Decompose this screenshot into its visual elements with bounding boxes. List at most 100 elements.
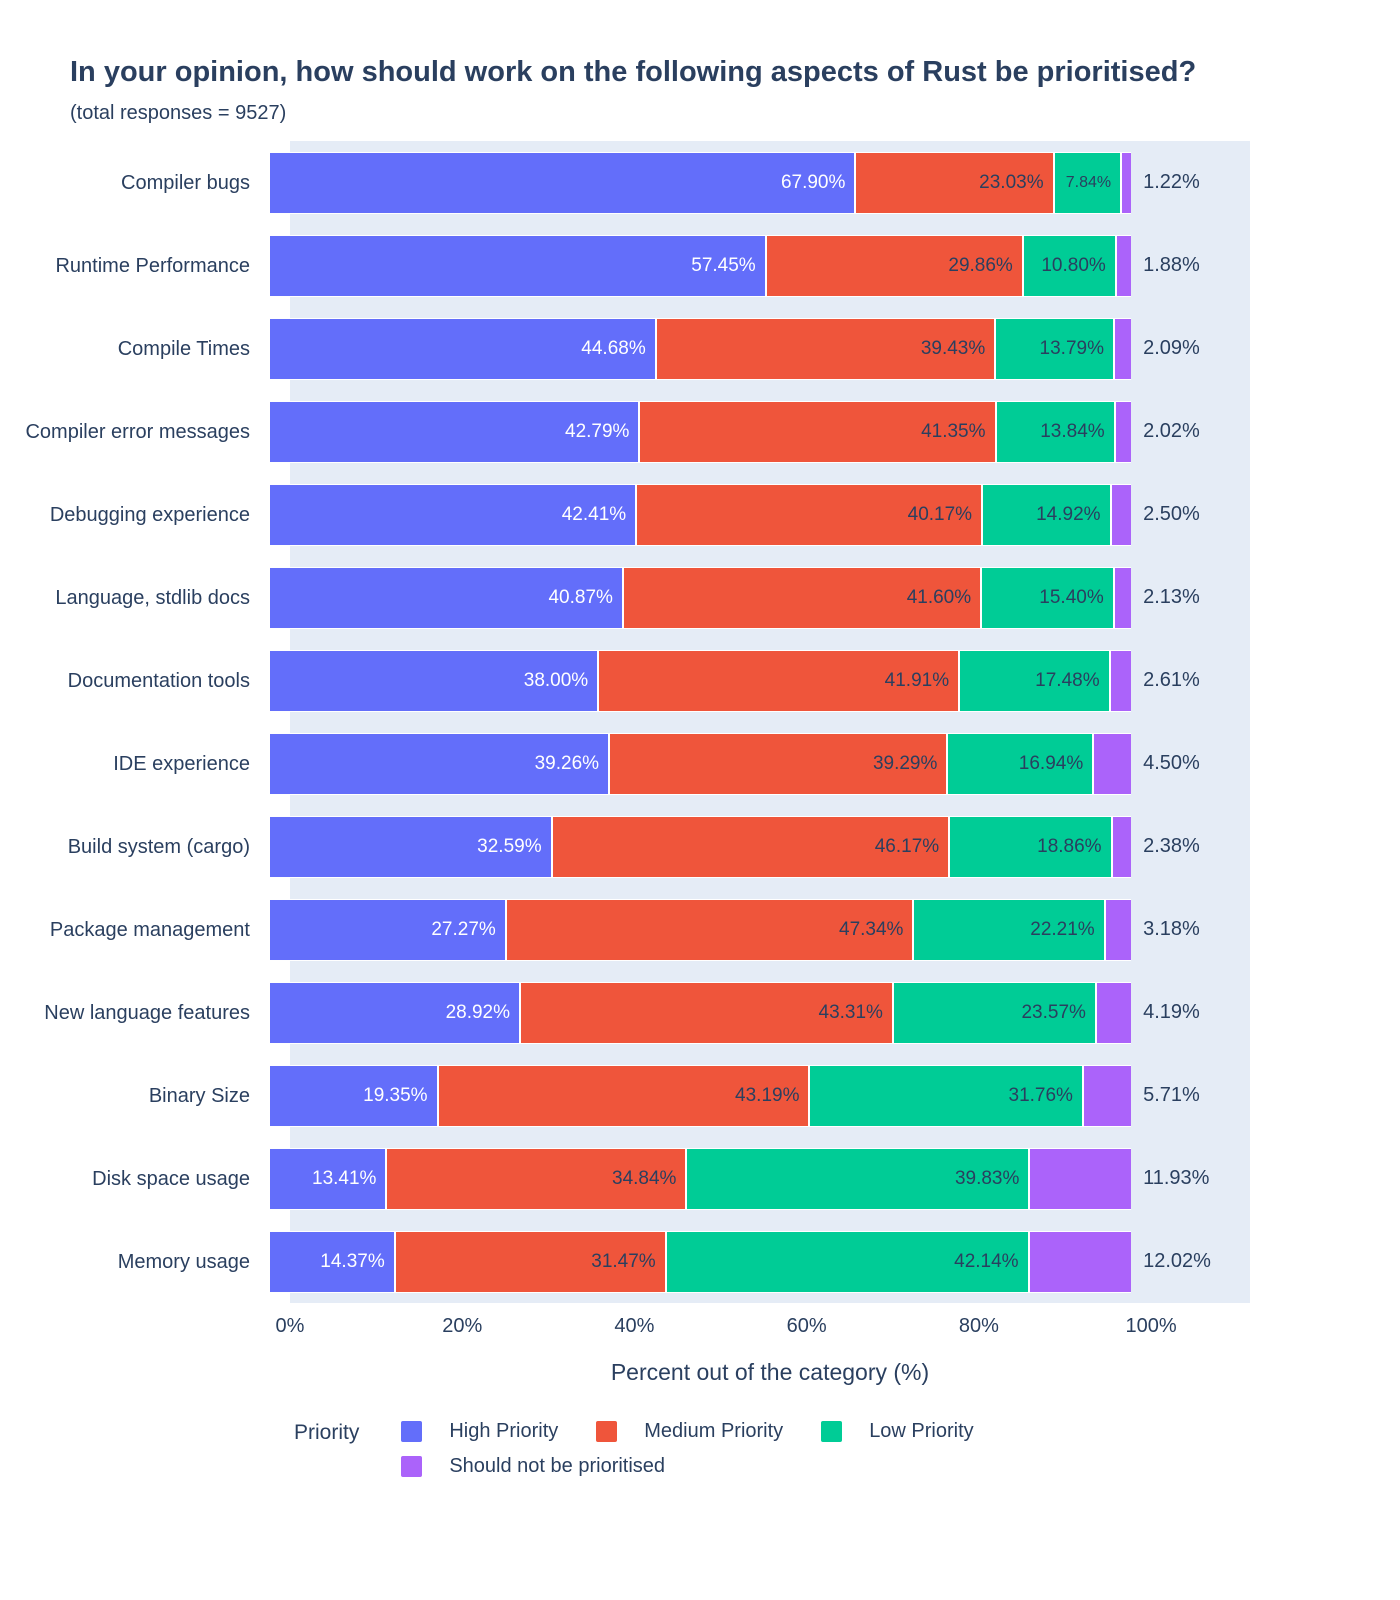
outside-value-label: 2.38% xyxy=(1143,835,1200,858)
outside-value-label: 11.93% xyxy=(1143,1167,1210,1190)
bar-segment-low-priority[interactable]: 15.40% xyxy=(980,567,1113,628)
stacked-bar: 27.27% 47.34% 22.21% xyxy=(270,898,1132,961)
bar-segment-low-priority[interactable]: 17.48% xyxy=(958,650,1109,711)
bar-segment-medium-priority[interactable]: 41.60% xyxy=(621,567,981,628)
bar-segment-high-priority[interactable]: 42.79% xyxy=(270,401,639,462)
legend-row: Should not be prioritised xyxy=(401,1455,973,1478)
bar-segment-medium-priority[interactable]: 39.29% xyxy=(608,733,947,794)
bar-segment-medium-priority[interactable]: 23.03% xyxy=(854,152,1053,213)
outside-value-label: 3.18% xyxy=(1143,918,1200,941)
bar-track: 28.92% 43.31% 23.57% 4.19% xyxy=(270,981,1230,1044)
segment-value-label: 23.03% xyxy=(979,171,1044,193)
bar-segment-medium-priority[interactable]: 43.19% xyxy=(436,1065,809,1126)
bar-segment-low-priority[interactable]: 13.84% xyxy=(994,401,1114,462)
segment-value-label: 17.48% xyxy=(1035,669,1100,691)
segment-value-label: 42.14% xyxy=(954,1250,1019,1272)
bar-segment-should-not-be-prioritised[interactable] xyxy=(1109,484,1132,545)
bar-row: Binary Size 19.35% 43.19% 31.76% 5.71% xyxy=(0,1054,1400,1137)
bar-track: 13.41% 34.84% 39.83% 11.93% xyxy=(270,1147,1230,1210)
x-tick-label: 40% xyxy=(614,1315,655,1338)
segment-value-label: 14.92% xyxy=(1036,503,1101,525)
bar-segment-medium-priority[interactable]: 39.43% xyxy=(654,318,995,379)
segment-value-label: 28.92% xyxy=(445,1001,511,1023)
segment-value-label: 10.80% xyxy=(1041,254,1106,276)
bar-segment-low-priority[interactable]: 42.14% xyxy=(664,1231,1028,1292)
bar-segment-should-not-be-prioritised[interactable] xyxy=(1108,650,1132,711)
stacked-bar: 32.59% 46.17% 18.86% xyxy=(270,815,1132,878)
bar-segment-low-priority[interactable]: 13.79% xyxy=(994,318,1113,379)
bar-segment-medium-priority[interactable]: 46.17% xyxy=(550,816,949,877)
bar-segment-medium-priority[interactable]: 40.17% xyxy=(635,484,982,545)
bar-segment-should-not-be-prioritised[interactable] xyxy=(1081,1065,1132,1126)
stacked-bar: 28.92% 43.31% 23.57% xyxy=(270,981,1132,1044)
legend-item-high-priority[interactable]: High Priority xyxy=(401,1420,558,1443)
bar-segment-low-priority[interactable]: 10.80% xyxy=(1021,235,1115,296)
bar-segment-medium-priority[interactable]: 43.31% xyxy=(519,982,892,1043)
bar-track: 57.45% 29.86% 10.80% 1.88% xyxy=(270,234,1230,297)
segment-value-label: 41.60% xyxy=(906,586,972,608)
bar-segment-should-not-be-prioritised[interactable] xyxy=(1114,235,1131,296)
segment-value-label: 39.26% xyxy=(534,752,600,774)
segment-value-label: 34.84% xyxy=(612,1167,677,1189)
outside-value-label: 4.50% xyxy=(1143,752,1200,775)
segment-value-label: 41.35% xyxy=(921,420,986,442)
bar-segment-low-priority[interactable]: 14.92% xyxy=(981,484,1110,545)
stacked-bar: 19.35% 43.19% 31.76% xyxy=(270,1064,1132,1127)
bar-segment-medium-priority[interactable]: 47.34% xyxy=(504,899,913,960)
segment-value-label: 46.17% xyxy=(874,835,940,857)
bar-segment-low-priority[interactable]: 18.86% xyxy=(948,816,1111,877)
bar-segment-high-priority[interactable]: 14.37% xyxy=(270,1231,394,1292)
bar-segment-should-not-be-prioritised[interactable] xyxy=(1092,733,1131,794)
bar-segment-should-not-be-prioritised[interactable] xyxy=(1103,899,1132,960)
bar-segment-medium-priority[interactable]: 29.86% xyxy=(764,235,1022,296)
legend-swatch-high-priority xyxy=(401,1421,423,1443)
segment-value-label: 39.83% xyxy=(954,1167,1020,1189)
bar-row: Language, stdlib docs 40.87% 41.60% 15.40% 2… xyxy=(0,556,1400,639)
bar-row: Compiler bugs 67.90% 23.03% 7.84% 1.22% xyxy=(0,141,1400,224)
bar-segment-high-priority[interactable]: 19.35% xyxy=(270,1065,437,1126)
segment-value-label: 15.40% xyxy=(1039,586,1104,608)
bar-segment-should-not-be-prioritised[interactable] xyxy=(1110,816,1132,877)
bar-segment-should-not-be-prioritised[interactable] xyxy=(1113,401,1132,462)
bar-segment-should-not-be-prioritised[interactable] xyxy=(1094,982,1131,1043)
bar-segment-medium-priority[interactable]: 31.47% xyxy=(393,1231,665,1292)
bar-segment-high-priority[interactable]: 27.27% xyxy=(270,899,505,960)
bar-segment-high-priority[interactable]: 44.68% xyxy=(270,318,655,379)
bar-segment-high-priority[interactable]: 57.45% xyxy=(270,235,765,296)
bar-segment-high-priority[interactable]: 28.92% xyxy=(270,982,520,1043)
outside-value-label: 5.71% xyxy=(1143,1084,1200,1107)
segment-value-label: 13.79% xyxy=(1039,337,1104,359)
bar-segment-high-priority[interactable]: 32.59% xyxy=(270,816,551,877)
bar-segment-low-priority[interactable]: 39.83% xyxy=(685,1148,1029,1209)
bar-segment-should-not-be-prioritised[interactable] xyxy=(1120,152,1132,213)
bar-segment-low-priority[interactable]: 22.21% xyxy=(912,899,1104,960)
bar-segment-low-priority[interactable]: 31.76% xyxy=(808,1065,1082,1126)
bar-segment-high-priority[interactable]: 39.26% xyxy=(270,733,609,794)
bar-track: 42.41% 40.17% 14.92% 2.50% xyxy=(270,483,1230,546)
legend-item-label: Medium Priority xyxy=(644,1420,784,1443)
bar-segment-medium-priority[interactable]: 34.84% xyxy=(385,1148,686,1209)
bar-segment-high-priority[interactable]: 42.41% xyxy=(270,484,636,545)
segment-value-label: 7.84% xyxy=(1065,173,1112,191)
bar-segment-should-not-be-prioritised[interactable] xyxy=(1028,1148,1132,1209)
segment-value-label: 39.29% xyxy=(872,752,938,774)
bar-row: Debugging experience 42.41% 40.17% 14.92% 2.… xyxy=(0,473,1400,556)
legend-item-low-priority[interactable]: Low Priority xyxy=(821,1420,974,1443)
bar-segment-medium-priority[interactable]: 41.35% xyxy=(638,401,995,462)
segment-value-label: 43.19% xyxy=(735,1084,800,1106)
bar-segment-high-priority[interactable]: 40.87% xyxy=(270,567,622,628)
bar-segment-should-not-be-prioritised[interactable] xyxy=(1113,318,1131,379)
bar-segment-high-priority[interactable]: 13.41% xyxy=(270,1148,386,1209)
bar-segment-low-priority[interactable]: 7.84% xyxy=(1052,152,1121,213)
bar-segment-high-priority[interactable]: 38.00% xyxy=(270,650,598,711)
legend-item-should-not-be-prioritised[interactable]: Should not be prioritised xyxy=(401,1455,665,1478)
bar-segment-low-priority[interactable]: 16.94% xyxy=(946,733,1093,794)
segment-value-label: 13.41% xyxy=(312,1167,377,1189)
legend-item-medium-priority[interactable]: Medium Priority xyxy=(596,1420,783,1443)
bar-segment-low-priority[interactable]: 23.57% xyxy=(891,982,1095,1043)
bar-segment-should-not-be-prioritised[interactable] xyxy=(1112,567,1132,628)
y-category-label: Compile Times xyxy=(117,337,250,360)
bar-segment-should-not-be-prioritised[interactable] xyxy=(1027,1231,1132,1292)
bar-segment-high-priority[interactable]: 67.90% xyxy=(270,152,855,213)
bar-segment-medium-priority[interactable]: 41.91% xyxy=(597,650,959,711)
